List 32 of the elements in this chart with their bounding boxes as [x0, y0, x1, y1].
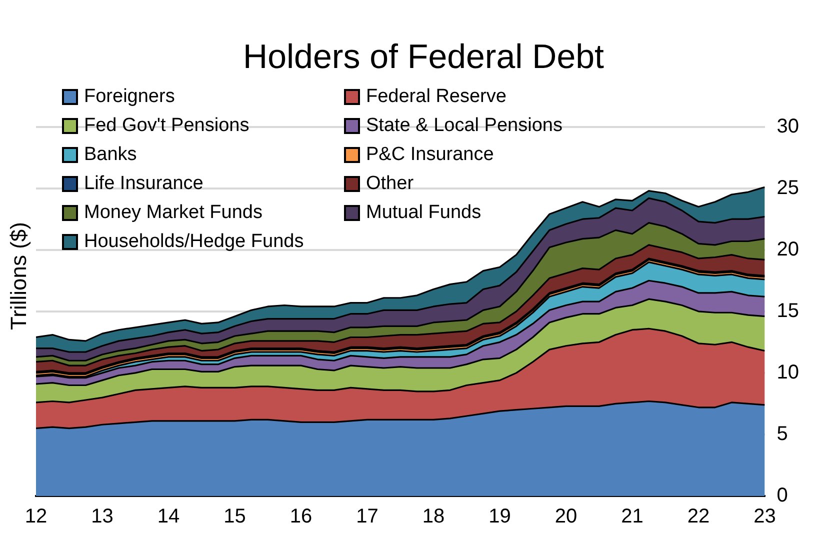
x-tick-label: 17	[356, 506, 378, 528]
x-tick-label: 22	[687, 506, 710, 528]
legend-label: Fed Gov't Pensions	[84, 114, 250, 136]
y-tick-label: 0	[776, 484, 788, 507]
legend-label: Federal Reserve	[366, 86, 506, 108]
y-axis-title: Trillions ($)	[6, 222, 32, 330]
legend-label: Mutual Funds	[366, 202, 482, 224]
legend-label: P&C Insurance	[366, 144, 494, 166]
legend-label: Foreigners	[84, 86, 175, 108]
legend-label: Other	[366, 172, 414, 194]
chart-title: Holders of Federal Debt	[243, 38, 605, 76]
x-tick-label: 23	[754, 506, 776, 528]
x-tick-label: 13	[91, 506, 114, 528]
y-tick-label: 25	[776, 176, 800, 199]
legend-label: Households/Hedge Funds	[84, 230, 304, 252]
y-tick-label: 20	[776, 238, 800, 260]
y-tick-label: 10	[776, 361, 800, 384]
x-tick-label: 12	[24, 506, 48, 528]
x-tick-label: 15	[224, 506, 246, 528]
legend-label: Money Market Funds	[84, 202, 262, 224]
x-tick-label: 18	[422, 506, 445, 528]
x-tick-label: 14	[157, 506, 180, 528]
x-tick-label: 20	[554, 506, 578, 528]
x-tick-label: 19	[488, 506, 511, 528]
y-tick-label: 15	[776, 300, 800, 322]
y-tick-label: 5	[776, 422, 788, 445]
x-tick-label: 21	[621, 506, 644, 528]
y-tick-label: 30	[776, 115, 800, 138]
legend-label: Banks	[84, 144, 137, 166]
legend-label: State & Local Pensions	[366, 114, 562, 136]
x-tick-label: 16	[290, 506, 312, 528]
legend-label: Life Insurance	[84, 172, 204, 194]
